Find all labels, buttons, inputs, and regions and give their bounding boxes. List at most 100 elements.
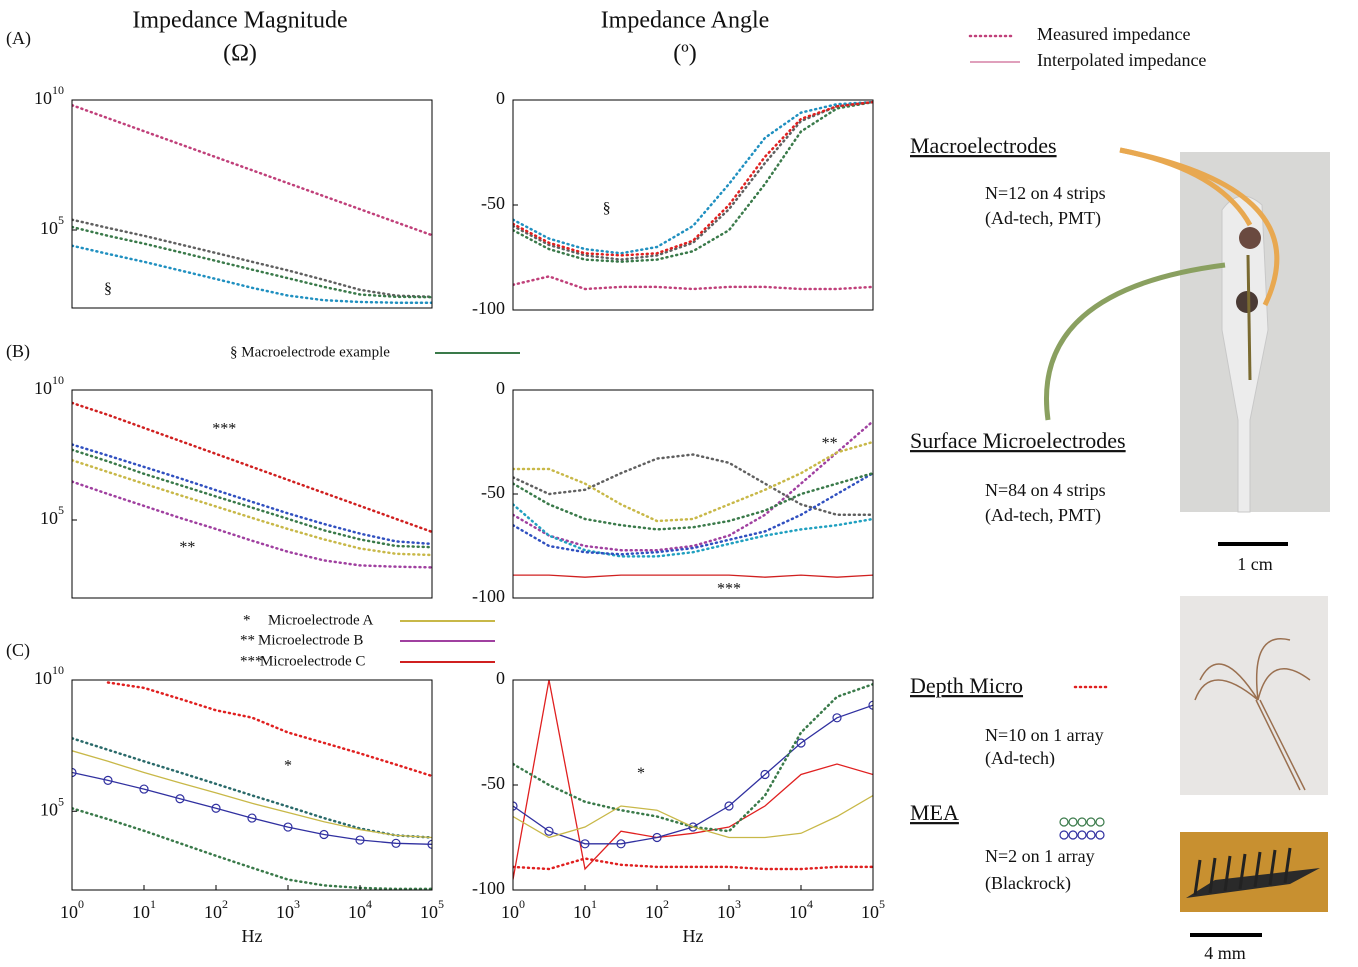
- header: Impedance Magnitude: [132, 8, 347, 34]
- annotation: §: [603, 200, 611, 217]
- tick-exp: 0: [78, 897, 84, 911]
- series-line: [72, 103, 432, 237]
- y-tick-label: 0: [496, 378, 505, 398]
- tick-base: 10: [420, 902, 438, 922]
- y-tick-label: -100: [472, 298, 505, 318]
- point: [391, 838, 401, 848]
- tick-exp: 10: [52, 83, 64, 97]
- series-line: [513, 503, 873, 558]
- series-line: [513, 794, 873, 839]
- series-line: [72, 737, 432, 839]
- annotation: ***: [717, 580, 741, 597]
- x-tick-label: 102: [204, 897, 228, 922]
- point: [355, 835, 365, 845]
- tick-exp: 5: [58, 503, 64, 517]
- photo-depth: [1180, 596, 1328, 795]
- point: [544, 826, 554, 836]
- y-tick-label: 105: [40, 794, 64, 819]
- tick-base: 10: [34, 668, 52, 688]
- series-line: [513, 100, 873, 263]
- series-line: [513, 680, 873, 880]
- tick-exp: 10: [52, 373, 64, 387]
- series-line: [72, 244, 432, 304]
- y-tick-label: 1010: [34, 83, 64, 108]
- series-line: [72, 807, 432, 890]
- point: [103, 775, 113, 785]
- series-line: [513, 440, 873, 523]
- y-tick-label: 1010: [34, 373, 64, 398]
- legend-text: Measured impedance: [1037, 24, 1190, 44]
- legend-text: Microelectrode B: [258, 632, 363, 648]
- tick-base: 10: [276, 902, 294, 922]
- series-line: [513, 100, 873, 261]
- plot-frame: [512, 389, 874, 599]
- series-line: [513, 453, 873, 517]
- scale-label: 4 mm: [1204, 943, 1246, 963]
- x-tick-label: 100: [60, 897, 84, 922]
- series-line: [72, 218, 432, 299]
- device-swatch: [1059, 817, 1105, 840]
- x-tick-label: 101: [132, 897, 156, 922]
- device-text: N=84 on 4 strips: [985, 480, 1106, 500]
- point: [760, 769, 770, 780]
- tick-base: 10: [40, 508, 58, 528]
- plot-area: [72, 103, 432, 304]
- scale-label: 1 cm: [1237, 554, 1273, 574]
- legend-text: ***: [240, 653, 263, 669]
- tick-base: 10: [573, 902, 591, 922]
- legend-text: Microelectrode C: [260, 653, 365, 669]
- annotation: *: [284, 757, 292, 774]
- annotation: **: [822, 435, 838, 452]
- device-text: (Blackrock): [985, 873, 1071, 894]
- photo-mea: [1180, 832, 1328, 912]
- point: [72, 767, 77, 778]
- y-tick-label: -50: [481, 773, 505, 793]
- y-tick-label: 0: [496, 668, 505, 688]
- point: [513, 801, 518, 811]
- panel-label: (A): [6, 28, 31, 49]
- annotation: *: [637, 765, 645, 782]
- x-tick-label: 104: [348, 897, 372, 922]
- x-tick-label: 105: [420, 897, 444, 922]
- point: [652, 832, 662, 843]
- x-axis-label: Hz: [683, 926, 704, 946]
- point: [247, 813, 257, 823]
- series-line: [72, 443, 432, 546]
- x-axis-label: Hz: [242, 926, 263, 946]
- x-tick-label: 102: [645, 897, 669, 922]
- tick-base: 10: [132, 902, 150, 922]
- legend-text: Interpolated impedance: [1037, 50, 1206, 70]
- x-tick-label: 103: [276, 897, 300, 922]
- plot-area: [72, 681, 432, 890]
- tick-base: 10: [34, 378, 52, 398]
- tick-exp: 3: [294, 897, 300, 911]
- point: [796, 738, 806, 748]
- series-line: [513, 100, 873, 257]
- legend-text: § Macroelectrode example: [230, 344, 390, 360]
- tick-exp: 2: [663, 897, 669, 911]
- series-line: [72, 750, 432, 839]
- plot-frame: [512, 99, 874, 311]
- point: [832, 713, 842, 723]
- tick-exp: 5: [879, 897, 885, 911]
- tick-exp: 5: [438, 897, 444, 911]
- photo-strip: [1180, 152, 1330, 513]
- point: [211, 803, 221, 813]
- tick-base: 10: [501, 902, 519, 922]
- y-tick-label: -100: [472, 586, 505, 606]
- tick-base: 10: [861, 902, 879, 922]
- x-tick-label: 105: [861, 897, 885, 922]
- series-line: [513, 471, 873, 556]
- point: [616, 839, 626, 849]
- tick-exp: 4: [807, 897, 813, 911]
- legend-text: *: [243, 612, 251, 628]
- series-line: [72, 480, 432, 569]
- panel-label: (C): [6, 640, 30, 661]
- device-text: (Ad-tech, PMT): [985, 505, 1101, 526]
- x-tick-label: 100: [501, 897, 525, 922]
- point: [139, 784, 149, 794]
- tick-base: 10: [348, 902, 366, 922]
- legend-text: **: [240, 632, 255, 648]
- annotation: ***: [212, 420, 236, 437]
